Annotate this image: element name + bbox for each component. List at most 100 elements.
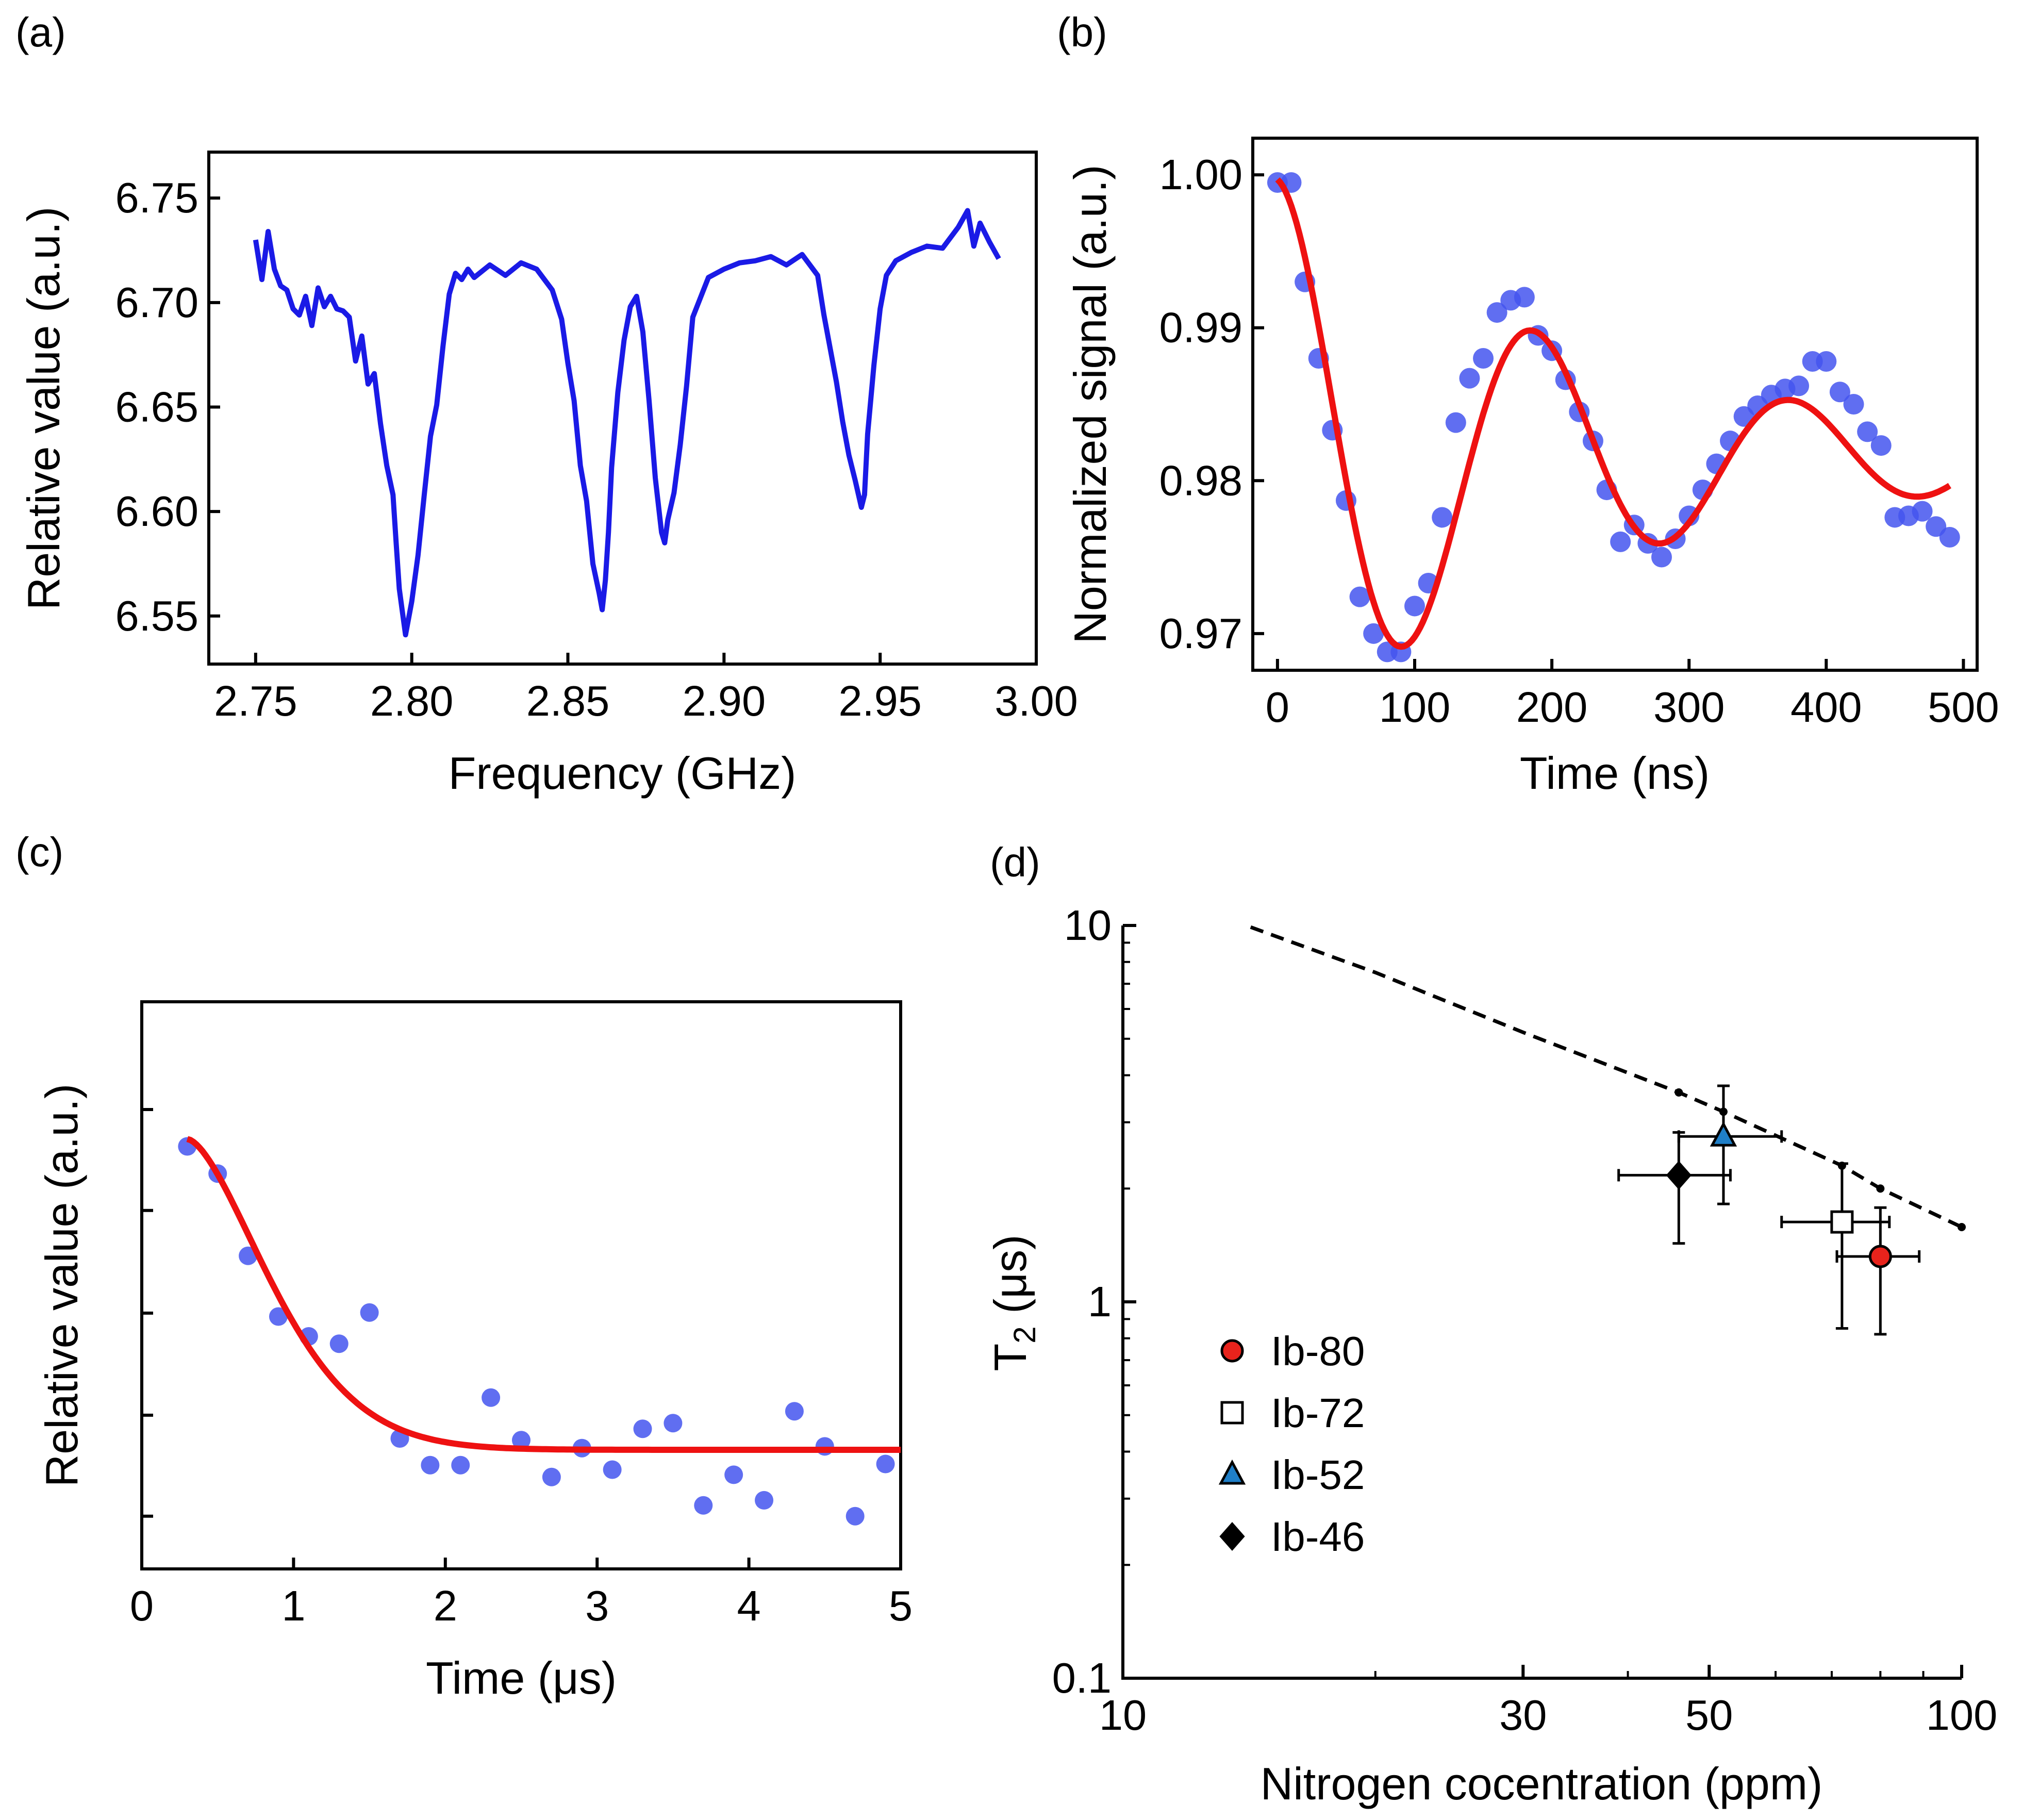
data-point-b: [1610, 531, 1631, 552]
panel-a: 2.75 2.80 2.85 2.90 2.95 3.00 6.55 6.60 6.65 6.70…: [18, 151, 1078, 799]
plot-frame-c: [140, 1000, 902, 1570]
legend-marker-ib-72: [1220, 1401, 1244, 1425]
y-axis-label-c: Relative value (a.u.): [36, 1084, 87, 1487]
legend-d: Ib-80 Ib-72 Ib-52 Ib-46: [1218, 1328, 1365, 1560]
x-axis-label-d: Nitrogen cocentration (ppm): [1261, 1758, 1823, 1809]
a-xtick-label-2: 2.85: [526, 677, 610, 725]
c-xtick-label-1: 1: [281, 1582, 305, 1630]
b-xtick-label-1: 100: [1379, 683, 1450, 731]
data-point-b: [1857, 421, 1878, 442]
panel-d: 10 30 50 100 0.1 1 10 Ib-80 Ib-72 Ib-52 Ib-46 Nit…: [985, 901, 1997, 1809]
y-axis-label-d-subscript: 2: [1007, 1326, 1042, 1343]
b-ytick-label-1: 0.98: [1159, 456, 1242, 504]
y-axis-label-d-symbol: T: [985, 1344, 1036, 1371]
y-axis-label-d: T2 (μs): [985, 1235, 1042, 1371]
data-point-b: [1445, 412, 1466, 433]
c-xtick-label-0: 0: [130, 1582, 154, 1630]
data-point-b: [1473, 348, 1494, 369]
legend-marker-ib-80: [1220, 1339, 1244, 1363]
b-ytick-label-0: 0.97: [1159, 609, 1242, 657]
data-point-c: [239, 1246, 258, 1265]
d-xtick-label-1: 30: [1499, 1691, 1547, 1739]
b-xtick-label-0: 0: [1266, 683, 1289, 731]
ticks-a: 2.75 2.80 2.85 2.90 2.95 3.00 6.55 6.60 6.65 6.70…: [115, 174, 1077, 725]
panel-c: 0 1 2 3 4 5 Time (μs) Relative value (a.u.): [36, 1000, 913, 1703]
y-axis-label-a: Relative value (a.u.): [18, 207, 69, 610]
data-points-b: [1267, 172, 1960, 663]
panel-label-d: (d): [990, 839, 1040, 885]
b-ytick-label-3: 1.00: [1159, 151, 1242, 198]
data-point-c: [664, 1414, 683, 1433]
data-point-b: [1912, 501, 1933, 522]
y-axis-label-d-unit: (μs): [985, 1235, 1036, 1327]
b-ytick-label-2: 0.99: [1159, 304, 1242, 352]
data-point-b: [1788, 375, 1810, 396]
data-point-b: [1651, 547, 1672, 568]
data-point-c: [724, 1465, 743, 1484]
legend-label-ib-80: Ib-80: [1271, 1328, 1365, 1374]
data-point-c: [542, 1467, 561, 1486]
ticks-b: 0 100 200 300 400 500 0.97 0.98 0.99 1.00: [1159, 151, 1999, 731]
b-xtick-label-2: 200: [1516, 683, 1587, 731]
data-points-c: [178, 1137, 895, 1526]
data-point-b: [1816, 351, 1837, 372]
d-ytick-label-0: 0.1: [1052, 1654, 1112, 1702]
data-point-b: [1843, 394, 1864, 415]
data-point-b: [1349, 586, 1370, 607]
a-xtick-label-3: 2.90: [683, 677, 766, 725]
y-axis-label-b: Normalized signal (a.u.): [1065, 164, 1116, 643]
data-point-b: [1829, 382, 1850, 403]
b-xtick-label-3: 300: [1653, 683, 1725, 731]
data-point-c: [846, 1507, 865, 1526]
b-xtick-label-4: 400: [1791, 683, 1862, 731]
c-xtick-label-4: 4: [737, 1582, 761, 1630]
marker-ib-80: [1868, 1245, 1892, 1268]
trend-point-d: [1876, 1184, 1885, 1193]
plot-frame-a: [207, 151, 1038, 666]
data-point-b: [1459, 368, 1480, 389]
data-point-c: [512, 1431, 531, 1450]
plot-frame-b: [1251, 137, 1979, 672]
a-xtick-label-0: 2.75: [214, 677, 297, 725]
data-point-c: [451, 1455, 470, 1475]
a-ytick-label-0: 6.55: [115, 592, 198, 640]
a-xtick-label-1: 2.80: [370, 677, 454, 725]
data-point-b: [1432, 507, 1453, 528]
data-point-b: [1486, 302, 1507, 323]
a-xtick-label-5: 3.00: [994, 677, 1078, 725]
d-xtick-label-2: 50: [1685, 1691, 1733, 1739]
marker-ib-72: [1830, 1210, 1854, 1234]
panel-label-b: (b): [1057, 9, 1107, 55]
data-point-b: [1514, 287, 1535, 308]
odmr-spectrum-line: [253, 208, 1001, 638]
fit-curve-b: [1275, 177, 1951, 650]
data-point-b: [1363, 623, 1384, 644]
legend-marker-ib-52: [1218, 1459, 1246, 1485]
trend-point-d: [1958, 1222, 1966, 1231]
trend-point-d: [1675, 1088, 1683, 1097]
data-point-c: [755, 1491, 774, 1510]
d-ytick-label-1: 1: [1088, 1278, 1112, 1326]
d-xtick-label-3: 100: [1926, 1691, 1997, 1739]
data-point-c: [603, 1460, 622, 1479]
a-ytick-label-1: 6.60: [115, 487, 198, 535]
b-xtick-label-5: 500: [1928, 683, 1999, 731]
x-axis-label-b: Time (ns): [1520, 748, 1710, 799]
x-axis-label-c: Time (μs): [426, 1652, 617, 1703]
data-point-c: [269, 1307, 288, 1326]
a-xtick-label-4: 2.95: [838, 677, 922, 725]
a-ytick-label-3: 6.70: [115, 278, 198, 326]
data-points-d: [1617, 1084, 1921, 1336]
data-point-c: [482, 1388, 501, 1407]
data-point-b: [1939, 527, 1960, 548]
legend-label-ib-46: Ib-46: [1271, 1514, 1365, 1560]
d-xtick-label-0: 10: [1099, 1691, 1147, 1739]
data-point-c: [421, 1455, 440, 1475]
legend-marker-ib-46: [1219, 1521, 1245, 1551]
marker-ib-46: [1666, 1161, 1692, 1190]
data-point-c: [633, 1419, 652, 1438]
data-point-b: [1404, 595, 1425, 617]
legend-label-ib-72: Ib-72: [1271, 1390, 1365, 1436]
ticks-d: 10 30 50 100 0.1 1 10: [1052, 901, 1998, 1739]
c-xtick-label-2: 2: [434, 1582, 457, 1630]
